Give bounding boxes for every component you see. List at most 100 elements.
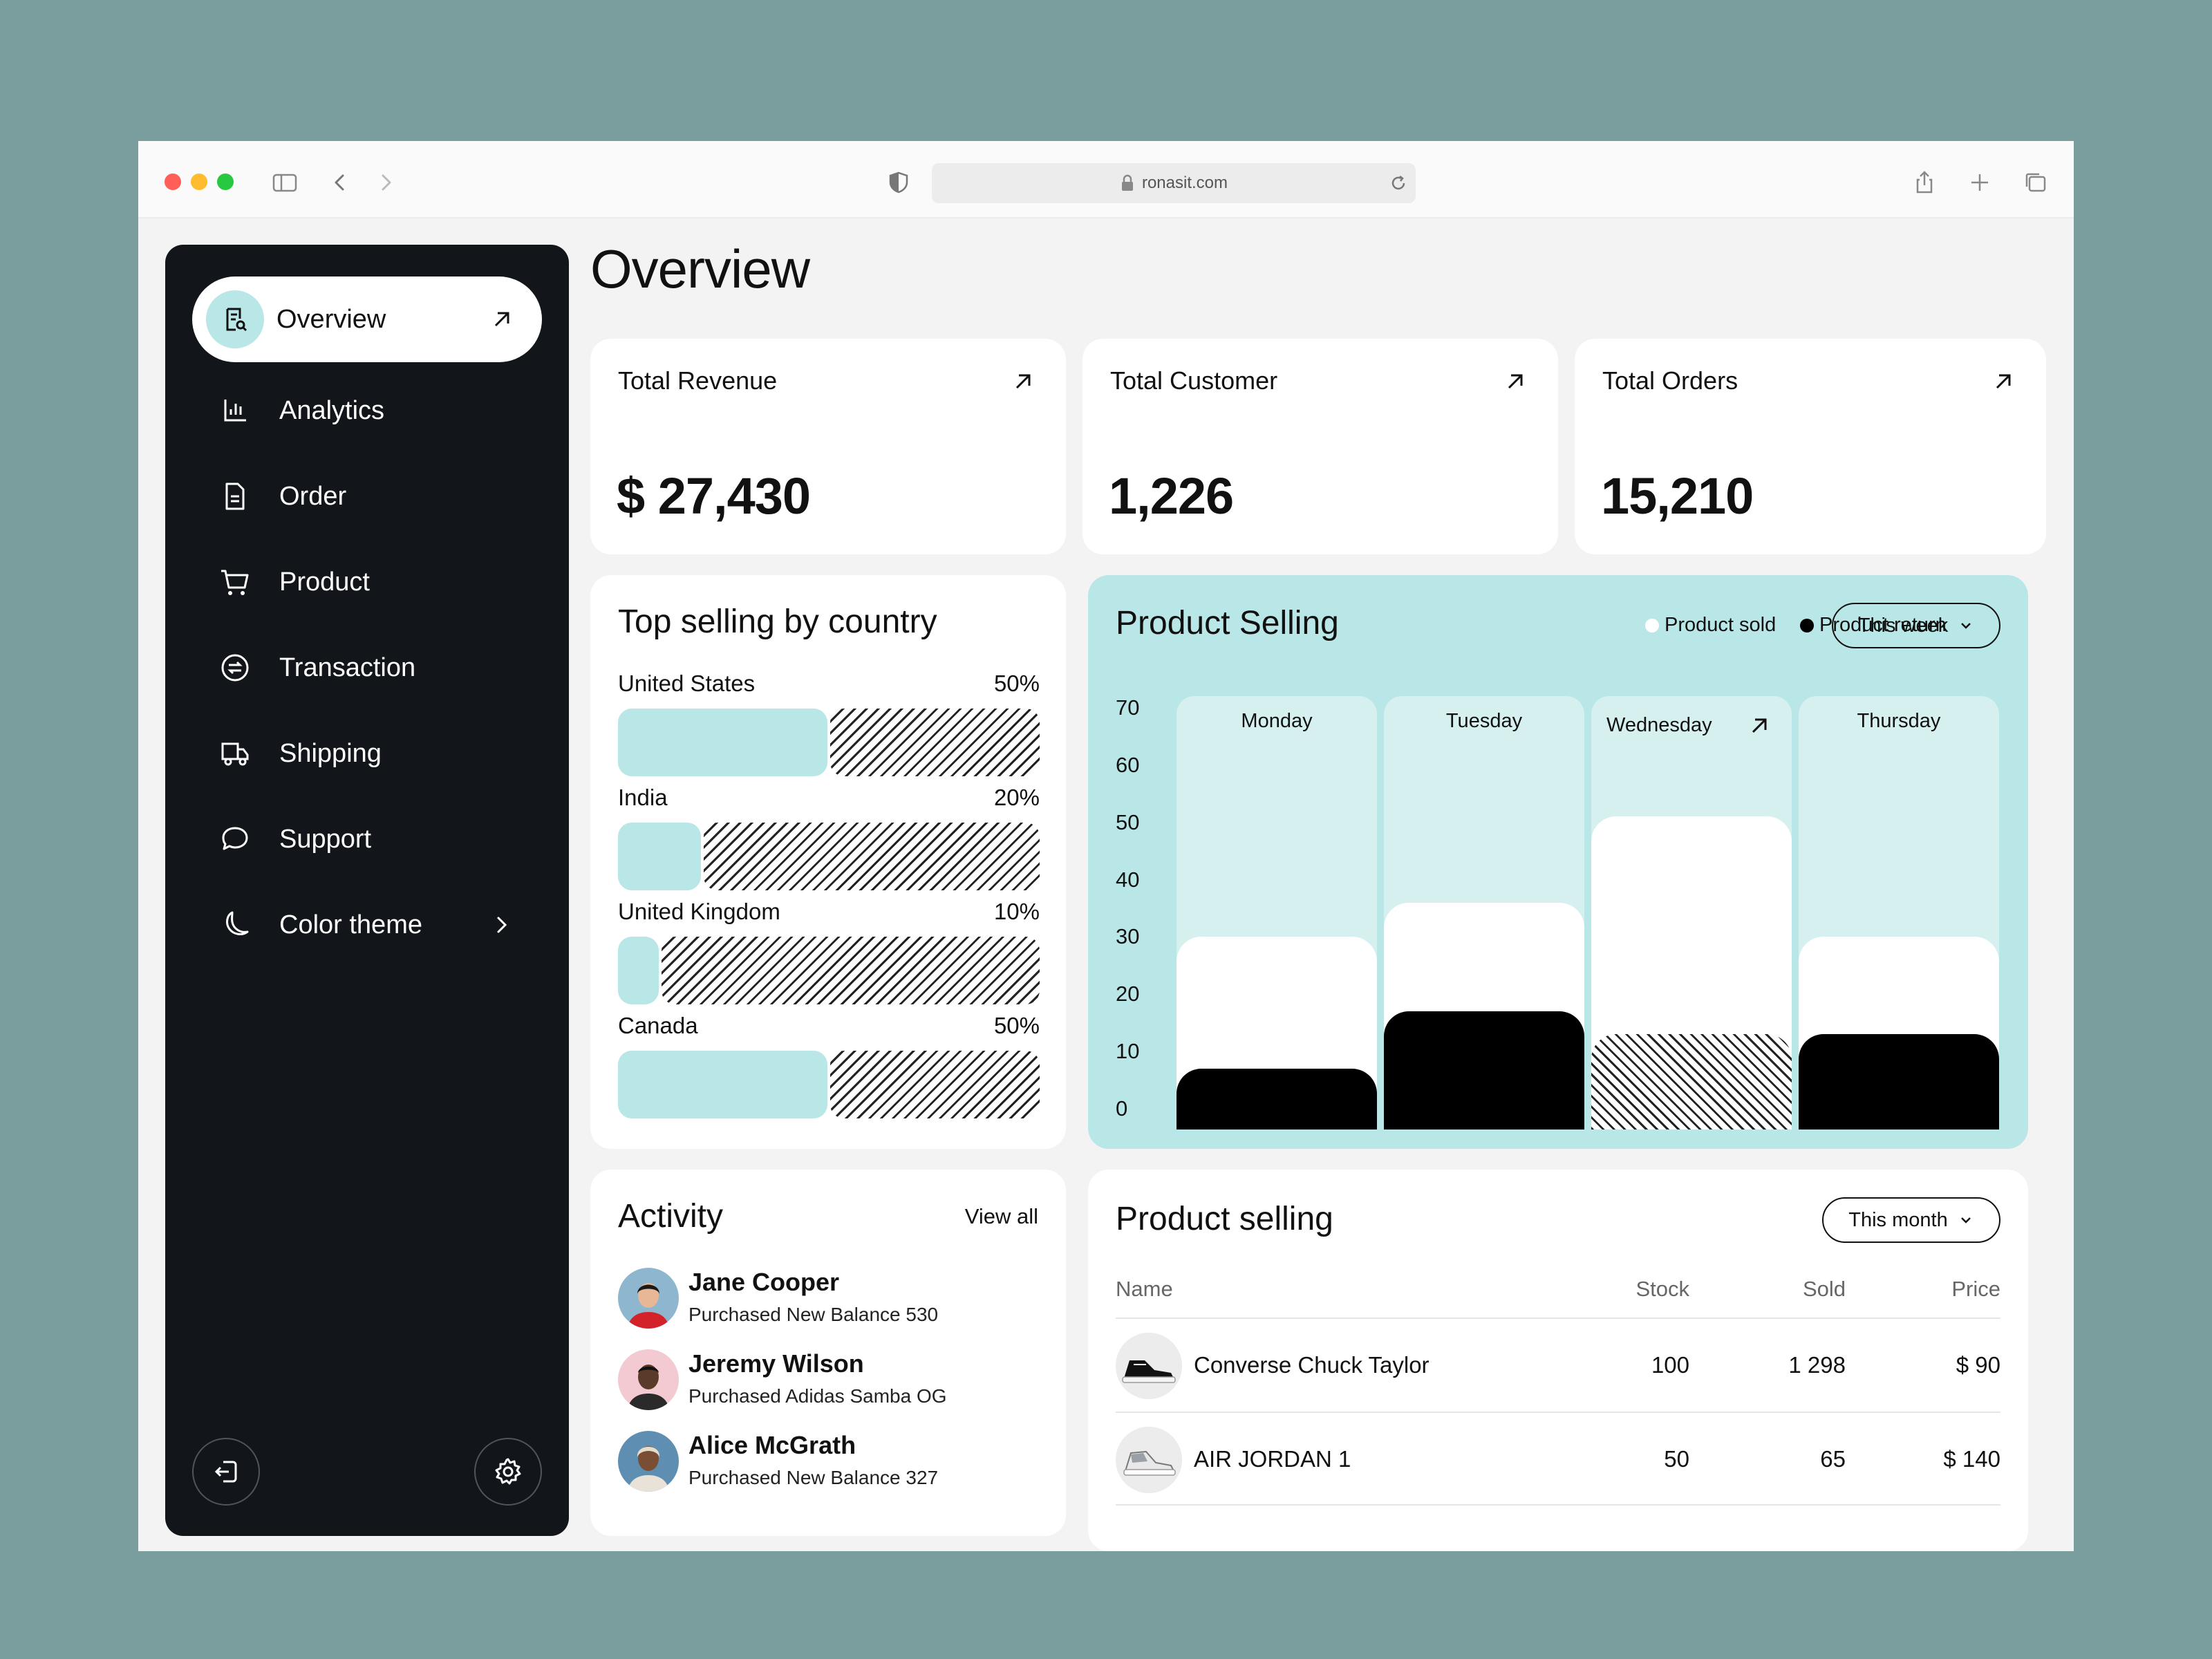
gear-icon	[495, 1458, 521, 1485]
sidebar-item-color-theme[interactable]: Color theme	[192, 882, 542, 968]
period-dropdown-label: This week	[1857, 614, 1949, 637]
product-sold: 65	[1820, 1446, 1846, 1472]
product-thumbnail	[1116, 1333, 1182, 1399]
bar-product-return	[1799, 1034, 1999, 1130]
column-header-stock[interactable]: Stock	[1635, 1277, 1689, 1301]
view-all-link[interactable]: View all	[964, 1204, 1038, 1228]
minimize-window-button[interactable]	[191, 174, 207, 190]
stat-label: Total Orders	[1602, 366, 1738, 395]
tabs-overview-icon[interactable]	[2021, 169, 2049, 196]
column-header-name[interactable]: Name	[1116, 1277, 1173, 1301]
back-arrow-icon[interactable]	[326, 169, 354, 196]
chevron-down-icon	[1961, 623, 1971, 629]
address-bar[interactable]: ronasit.com	[932, 163, 1416, 203]
chevron-right-icon	[488, 911, 516, 939]
period-dropdown[interactable]: This week	[1832, 603, 2000, 648]
activity-description: Purchased Adidas Samba OG	[688, 1385, 947, 1407]
logout-button[interactable]	[192, 1438, 260, 1506]
country-name: United Kingdom	[618, 899, 780, 924]
sidebar-item-label: Overview	[276, 304, 386, 334]
moon-icon	[218, 908, 252, 941]
stat-label: Total Revenue	[618, 366, 778, 395]
settings-button[interactable]	[474, 1438, 542, 1506]
sidebar-item-overview[interactable]: Overview	[192, 276, 542, 362]
sidebar-item-label: Shipping	[279, 738, 382, 768]
y-axis-tick-label: 50	[1116, 809, 1140, 834]
lock-icon	[1121, 174, 1133, 191]
legend-label: Product sold	[1665, 614, 1777, 636]
stat-card-orders[interactable]: Total Orders 15,210	[1575, 339, 2046, 554]
day-column-tuesday[interactable]: Tuesday	[1384, 696, 1584, 1130]
country-bar-fill	[618, 823, 701, 890]
country-percent: 10%	[993, 899, 1040, 924]
country-name: United States	[618, 671, 756, 696]
close-window-button[interactable]	[165, 174, 181, 190]
arrow-up-right-icon[interactable]	[1011, 369, 1035, 394]
sidebar-item-transaction[interactable]: Transaction	[192, 625, 542, 711]
activity-card: Activity View all Jane Cooper Purchased …	[590, 1170, 1066, 1536]
stat-value: 1,226	[1109, 467, 1234, 525]
country-bar-fill	[618, 937, 659, 1004]
stat-card-customer[interactable]: Total Customer 1,226	[1082, 339, 1558, 554]
sidebar-item-support[interactable]: Support	[192, 796, 542, 882]
arrow-up-right-icon[interactable]	[1747, 714, 1771, 738]
activity-description: Purchased New Balance 327	[688, 1467, 939, 1488]
sidebar-item-analytics[interactable]: Analytics	[192, 368, 542, 453]
x-axis-category-label: Thursday	[1857, 710, 1941, 732]
activity-item[interactable]: Alice McGrath Purchased New Balance 327	[618, 1431, 1047, 1500]
y-axis-tick-label: 0	[1116, 1096, 1128, 1121]
country-row: United States 50%	[618, 671, 1040, 785]
avatar	[618, 1268, 679, 1329]
sidebar-toggle-icon[interactable]	[271, 169, 299, 196]
country-bar-remainder	[704, 823, 1040, 890]
top-selling-card: Top selling by country United States 50% I…	[590, 575, 1066, 1149]
activity-item[interactable]: Jane Cooper Purchased New Balance 530	[618, 1268, 1047, 1337]
card-title: Top selling by country	[618, 603, 937, 640]
new-tab-icon[interactable]	[1966, 169, 1994, 196]
card-title: Activity	[618, 1198, 724, 1235]
card-title: Product Selling	[1116, 605, 1339, 641]
column-header-sold[interactable]: Sold	[1802, 1277, 1846, 1301]
table-row[interactable]: AIR JORDAN 1 50 65 $ 140	[1116, 1412, 2000, 1506]
sidebar-item-shipping[interactable]: Shipping	[192, 711, 542, 796]
page-title: Overview	[590, 238, 810, 299]
y-axis-tick-label: 60	[1116, 752, 1140, 777]
sidebar-item-label: Analytics	[279, 395, 385, 425]
country-percent: 50%	[993, 1013, 1040, 1038]
product-price: $ 140	[1943, 1446, 2000, 1472]
browser-window: ronasit.com Overview Analyti	[138, 141, 2074, 1551]
product-name: AIR JORDAN 1	[1194, 1446, 1351, 1472]
maximize-window-button[interactable]	[217, 174, 234, 190]
arrow-up-right-icon[interactable]	[1503, 369, 1528, 394]
country-row: Canada 50%	[618, 1013, 1040, 1127]
reload-icon[interactable]	[1389, 174, 1407, 192]
table-row[interactable]: Converse Chuck Taylor 100 1 298 $ 90	[1116, 1318, 2000, 1412]
column-header-price[interactable]: Price	[1951, 1277, 2000, 1301]
day-column-wednesday[interactable]: Wednesday	[1591, 696, 1792, 1130]
period-dropdown[interactable]: This month	[1822, 1197, 2000, 1243]
activity-item[interactable]: Jeremy Wilson Purchased Adidas Samba OG	[618, 1349, 1047, 1418]
y-axis-tick-label: 20	[1116, 982, 1140, 1006]
stat-card-revenue[interactable]: Total Revenue $ 27,430	[590, 339, 1066, 554]
day-column-monday[interactable]: Monday	[1177, 696, 1377, 1130]
sidebar-item-order[interactable]: Order	[192, 453, 542, 539]
country-percent: 20%	[993, 785, 1040, 810]
arrow-up-right-icon[interactable]	[1991, 369, 2016, 394]
shield-icon[interactable]	[885, 169, 912, 196]
order-document-icon	[218, 480, 252, 513]
legend-dot	[1800, 618, 1814, 632]
country-row: India 20%	[618, 785, 1040, 899]
sidebar-item-product[interactable]: Product	[192, 539, 542, 625]
activity-user-name: Alice McGrath	[688, 1431, 856, 1459]
url-text: ronasit.com	[1141, 174, 1228, 192]
forward-arrow-icon[interactable]	[372, 169, 400, 196]
bar-product-return	[1177, 1069, 1377, 1130]
country-name: Canada	[618, 1013, 698, 1038]
product-price: $ 90	[1956, 1352, 2000, 1378]
day-column-thursday[interactable]: Thursday	[1799, 696, 1999, 1130]
x-axis-category-label: Wednesday	[1606, 714, 1712, 736]
share-icon[interactable]	[1911, 169, 1938, 196]
avatar	[618, 1431, 679, 1492]
stat-value: 15,210	[1601, 467, 1754, 525]
sidebar-item-label: Transaction	[279, 653, 416, 682]
